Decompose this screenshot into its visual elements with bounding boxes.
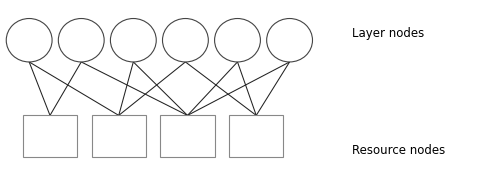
Bar: [160, 115, 214, 157]
Ellipse shape: [266, 18, 312, 62]
Bar: [92, 115, 145, 157]
Bar: [23, 115, 77, 157]
Ellipse shape: [110, 18, 156, 62]
Ellipse shape: [162, 18, 208, 62]
Bar: [229, 115, 283, 157]
Text: Resource nodes: Resource nodes: [351, 144, 444, 157]
Text: Layer nodes: Layer nodes: [351, 27, 423, 40]
Ellipse shape: [58, 18, 104, 62]
Ellipse shape: [6, 18, 52, 62]
Ellipse shape: [214, 18, 260, 62]
